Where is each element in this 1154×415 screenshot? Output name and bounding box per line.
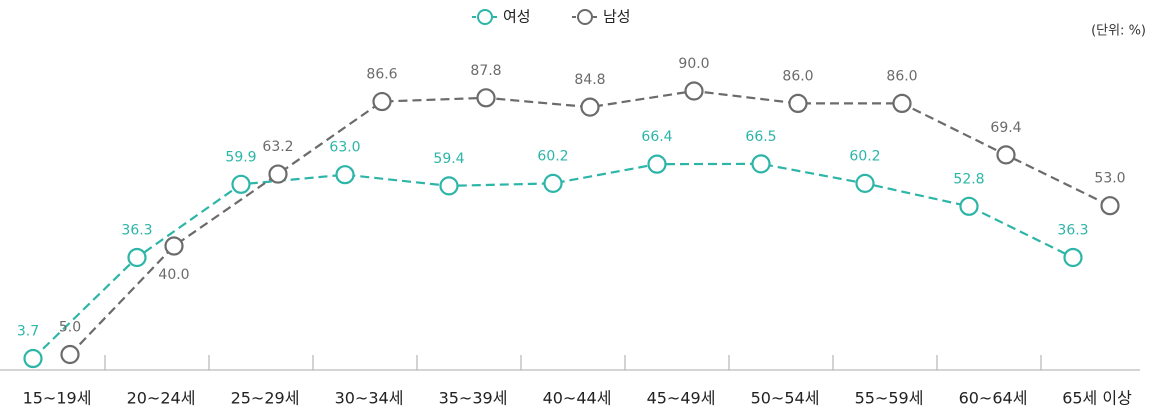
- value-label: 59.4: [433, 151, 464, 167]
- marker: [996, 145, 1016, 165]
- legend-marker: [477, 9, 493, 25]
- marker: [892, 93, 912, 114]
- value-label: 40.0: [158, 267, 189, 283]
- value-label: 63.0: [329, 140, 360, 156]
- marker: [231, 174, 251, 194]
- marker: [335, 165, 355, 185]
- value-label: 66.5: [745, 129, 776, 145]
- value-label: 86.0: [886, 68, 917, 84]
- x-tick-label: 35~39세: [439, 389, 508, 408]
- value-label: 36.3: [121, 222, 152, 238]
- legend-marker: [577, 9, 593, 25]
- marker: [959, 196, 979, 216]
- marker: [543, 173, 563, 193]
- x-tick-label: 60~64세: [959, 389, 1028, 408]
- x-tick-label: 55~59세: [855, 389, 924, 408]
- marker: [647, 154, 667, 174]
- marker: [580, 97, 600, 117]
- value-label: 84.8: [574, 72, 605, 88]
- x-tick-label: 50~54세: [751, 389, 820, 408]
- value-label: 86.6: [366, 67, 397, 83]
- marker: [60, 344, 80, 365]
- marker: [788, 93, 808, 114]
- unit-label: (단위: %): [1091, 24, 1146, 39]
- value-label: 60.2: [849, 148, 880, 164]
- series-line: [69, 89, 1111, 356]
- x-tick-label: 15~19세: [23, 389, 92, 408]
- value-label: 3.7: [17, 324, 39, 340]
- value-label: 52.8: [953, 171, 984, 187]
- value-label: 5.0: [59, 320, 81, 336]
- x-tick-label: 30~34세: [335, 389, 404, 408]
- value-label: 60.2: [537, 148, 568, 164]
- marker: [164, 236, 184, 256]
- legend-label: 남성: [603, 8, 631, 26]
- value-label: 90.0: [678, 56, 709, 72]
- value-label: 59.9: [225, 149, 256, 165]
- value-label: 69.4: [990, 120, 1021, 136]
- series-line: [32, 162, 1074, 360]
- marker: [684, 81, 704, 101]
- value-label: 66.4: [641, 129, 672, 145]
- marker: [23, 348, 43, 369]
- marker: [1100, 196, 1120, 216]
- x-tick-label: 65세 이상: [1062, 389, 1132, 408]
- x-tick-label: 25~29세: [231, 389, 300, 408]
- marker: [1063, 247, 1083, 268]
- x-tick-label: 45~49세: [647, 389, 716, 408]
- value-label: 36.3: [1057, 222, 1088, 238]
- marker: [476, 88, 496, 108]
- marker: [372, 91, 392, 112]
- marker: [855, 173, 875, 193]
- value-label: 53.0: [1094, 171, 1125, 187]
- marker: [751, 154, 771, 174]
- legend-label: 여성: [503, 8, 531, 26]
- x-tick-label: 20~24세: [127, 389, 196, 408]
- value-label: 86.0: [782, 68, 813, 84]
- x-tick-label: 40~44세: [543, 389, 612, 408]
- value-label: 87.8: [470, 63, 501, 79]
- marker: [127, 247, 147, 268]
- value-label: 63.2: [262, 139, 293, 155]
- marker: [439, 176, 459, 196]
- marker: [268, 164, 288, 184]
